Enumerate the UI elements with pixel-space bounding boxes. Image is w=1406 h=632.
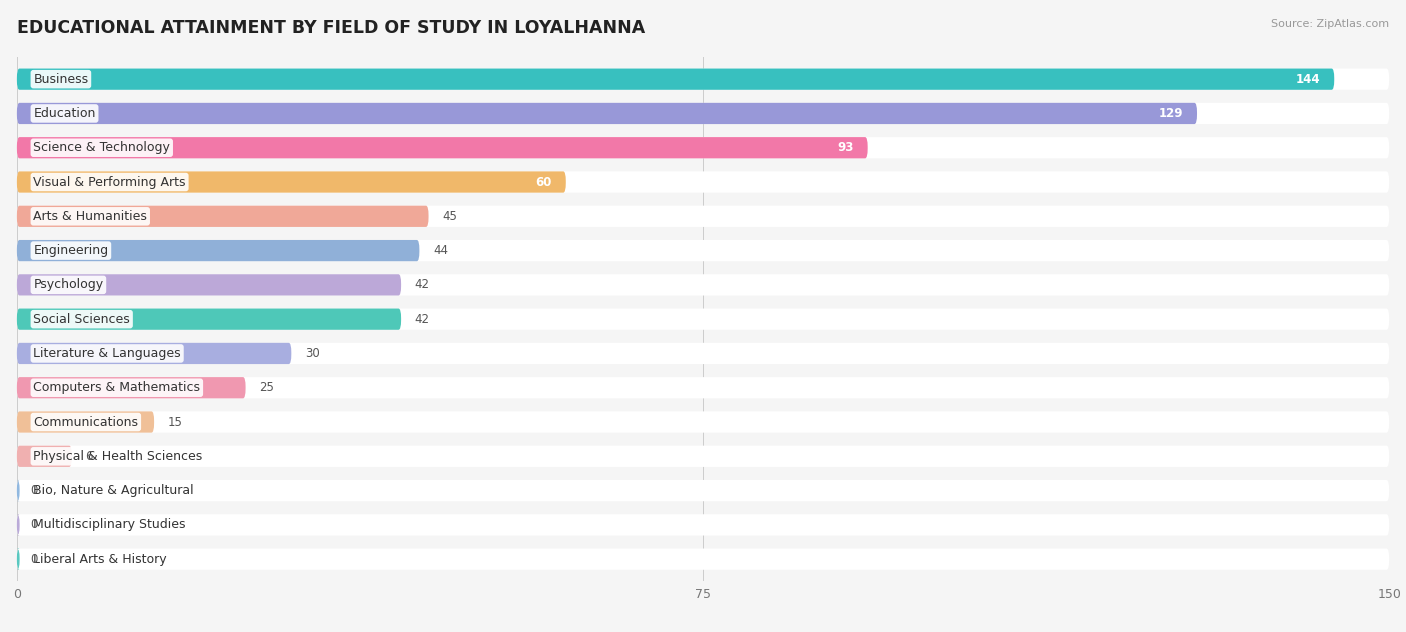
Text: Psychology: Psychology bbox=[34, 278, 104, 291]
FancyBboxPatch shape bbox=[17, 411, 155, 433]
FancyBboxPatch shape bbox=[17, 103, 1197, 124]
Text: 15: 15 bbox=[167, 415, 183, 428]
Text: EDUCATIONAL ATTAINMENT BY FIELD OF STUDY IN LOYALHANNA: EDUCATIONAL ATTAINMENT BY FIELD OF STUDY… bbox=[17, 19, 645, 37]
Text: 0: 0 bbox=[31, 518, 38, 532]
FancyBboxPatch shape bbox=[17, 446, 72, 467]
Text: 93: 93 bbox=[838, 141, 853, 154]
Text: Literature & Languages: Literature & Languages bbox=[34, 347, 181, 360]
FancyBboxPatch shape bbox=[17, 343, 291, 364]
FancyBboxPatch shape bbox=[17, 137, 868, 159]
Text: Social Sciences: Social Sciences bbox=[34, 313, 131, 325]
FancyBboxPatch shape bbox=[17, 103, 1389, 124]
FancyBboxPatch shape bbox=[17, 411, 1389, 433]
Text: 25: 25 bbox=[259, 381, 274, 394]
Text: Computers & Mathematics: Computers & Mathematics bbox=[34, 381, 200, 394]
FancyBboxPatch shape bbox=[17, 549, 20, 570]
FancyBboxPatch shape bbox=[17, 343, 1389, 364]
Text: Science & Technology: Science & Technology bbox=[34, 141, 170, 154]
Text: Bio, Nature & Agricultural: Bio, Nature & Agricultural bbox=[34, 484, 194, 497]
FancyBboxPatch shape bbox=[17, 480, 1389, 501]
FancyBboxPatch shape bbox=[17, 240, 1389, 261]
FancyBboxPatch shape bbox=[17, 308, 401, 330]
FancyBboxPatch shape bbox=[17, 377, 246, 398]
Text: 6: 6 bbox=[86, 450, 93, 463]
Text: Engineering: Engineering bbox=[34, 244, 108, 257]
FancyBboxPatch shape bbox=[17, 274, 1389, 296]
Text: Communications: Communications bbox=[34, 415, 138, 428]
Text: Arts & Humanities: Arts & Humanities bbox=[34, 210, 148, 223]
Text: 129: 129 bbox=[1159, 107, 1184, 120]
FancyBboxPatch shape bbox=[17, 514, 1389, 535]
Text: 45: 45 bbox=[443, 210, 457, 223]
Text: 42: 42 bbox=[415, 313, 430, 325]
Text: Visual & Performing Arts: Visual & Performing Arts bbox=[34, 176, 186, 188]
Text: 0: 0 bbox=[31, 484, 38, 497]
Text: 44: 44 bbox=[433, 244, 449, 257]
FancyBboxPatch shape bbox=[17, 205, 429, 227]
FancyBboxPatch shape bbox=[17, 480, 20, 501]
Text: Physical & Health Sciences: Physical & Health Sciences bbox=[34, 450, 202, 463]
FancyBboxPatch shape bbox=[17, 68, 1334, 90]
FancyBboxPatch shape bbox=[17, 171, 1389, 193]
Text: 30: 30 bbox=[305, 347, 319, 360]
FancyBboxPatch shape bbox=[17, 514, 20, 535]
Text: Business: Business bbox=[34, 73, 89, 86]
Text: 0: 0 bbox=[31, 552, 38, 566]
FancyBboxPatch shape bbox=[17, 274, 401, 296]
Text: Source: ZipAtlas.com: Source: ZipAtlas.com bbox=[1271, 19, 1389, 29]
Text: Education: Education bbox=[34, 107, 96, 120]
FancyBboxPatch shape bbox=[17, 240, 419, 261]
FancyBboxPatch shape bbox=[17, 549, 1389, 570]
Text: 144: 144 bbox=[1296, 73, 1320, 86]
FancyBboxPatch shape bbox=[17, 377, 1389, 398]
FancyBboxPatch shape bbox=[17, 171, 565, 193]
Text: Liberal Arts & History: Liberal Arts & History bbox=[34, 552, 167, 566]
FancyBboxPatch shape bbox=[17, 446, 1389, 467]
Text: 60: 60 bbox=[536, 176, 553, 188]
FancyBboxPatch shape bbox=[17, 137, 1389, 159]
FancyBboxPatch shape bbox=[17, 68, 1389, 90]
Text: 42: 42 bbox=[415, 278, 430, 291]
FancyBboxPatch shape bbox=[17, 205, 1389, 227]
FancyBboxPatch shape bbox=[17, 308, 1389, 330]
Text: Multidisciplinary Studies: Multidisciplinary Studies bbox=[34, 518, 186, 532]
